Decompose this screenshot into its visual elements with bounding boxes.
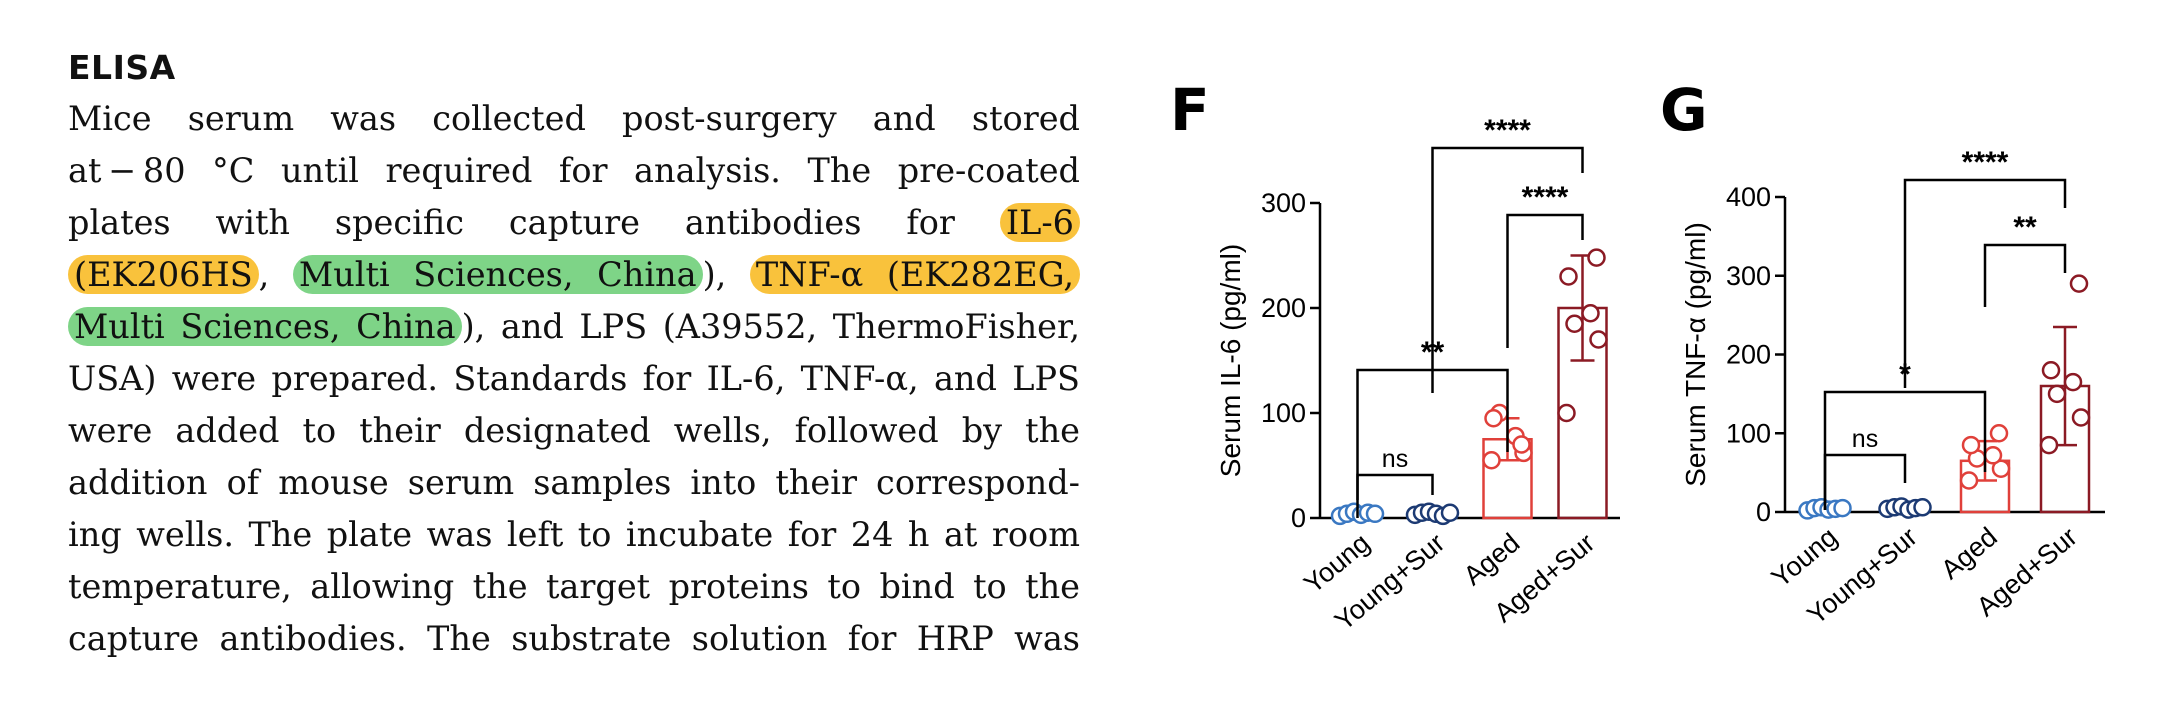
paragraph-line: capture antibodies. The substrate soluti…: [68, 613, 1080, 665]
text-segment: at − 80 °C until required for analysis. …: [68, 151, 1080, 190]
text-segment: temperature, allowing the target protein…: [68, 567, 1080, 606]
paragraph-line: temperature, allowing the target protein…: [68, 561, 1080, 613]
data-point: [1557, 403, 1576, 423]
text-segment: plates with specific capture antibodies …: [68, 203, 1000, 242]
highlight-green: Multi Sciences, China: [292, 255, 703, 294]
y-axis-label: Serum TNF-α (pg/ml): [1680, 222, 1711, 487]
data-point: [1440, 503, 1460, 522]
y-tick-label: 300: [1726, 261, 1771, 291]
significance-bracket: [1356, 473, 1434, 500]
data-point: [2069, 274, 2089, 293]
significance-bracket: [1431, 146, 1584, 393]
data-point: [2047, 384, 2067, 404]
text-segment: ing wells. The plate was left to incubat…: [68, 515, 1080, 554]
data-point: [2039, 435, 2059, 455]
data-point: [1484, 409, 1503, 428]
data-point: [1565, 314, 1584, 333]
highlight-yellow: IL-6: [999, 203, 1080, 242]
significance-label: ns: [1382, 445, 1408, 473]
text-segment: addition of mouse serum samples into the…: [68, 463, 1080, 502]
y-tick-label: 300: [1261, 188, 1306, 218]
text-segment: capture antibodies. The substrate soluti…: [68, 619, 1080, 658]
panel-letter: G: [1660, 76, 1708, 144]
y-tick-label: 100: [1261, 398, 1306, 428]
data-point: [1512, 435, 1531, 454]
text-segment: USA) were prepared. Standards for IL-6, …: [68, 359, 1080, 398]
panel-letter: F: [1170, 76, 1210, 144]
significance-label: ****: [1962, 146, 2009, 179]
data-point: [1833, 498, 1852, 518]
paragraph-line: (EK206HS, Multi Sciences, China), TNF-α …: [68, 249, 1080, 301]
paragraph-line: addition of mouse serum samples into the…: [68, 457, 1080, 509]
paragraph-line: Multi Sciences, China), and LPS (A39552,…: [68, 301, 1080, 353]
paragraph-line: Mice serum was collected post-surgery an…: [68, 93, 1080, 145]
data-point: [1961, 435, 1981, 455]
significance-bracket: [1506, 213, 1584, 348]
data-point: [1983, 446, 2003, 465]
text-segment: were added to their designated wells, fo…: [68, 411, 1080, 450]
significance-label: **: [2013, 211, 2037, 244]
highlight-green: Multi Sciences, China: [68, 307, 462, 346]
data-point: [1959, 471, 1979, 490]
y-tick-label: 0: [1756, 497, 1771, 527]
text-segment: Mice serum was collected post-surgery an…: [68, 99, 1080, 138]
y-tick-label: 400: [1726, 182, 1771, 212]
data-point: [2041, 361, 2061, 380]
paragraph-line: at − 80 °C until required for analysis. …: [68, 145, 1080, 197]
significance-bracket: [1823, 390, 1987, 510]
chart-panel-f: F 0 100 200 300 Serum IL-6 (pg/ml) Young Young+…: [1160, 76, 1640, 645]
data-point: [2063, 372, 2083, 392]
data-point: [1482, 451, 1501, 470]
significance-label: ****: [1522, 181, 1569, 214]
y-tick-label: 100: [1726, 418, 1771, 448]
data-point: [1913, 498, 1932, 517]
y-axis-label: Serum IL-6 (pg/ml): [1215, 244, 1246, 477]
data-point: [1991, 459, 2011, 478]
data-point: [2071, 408, 2091, 427]
x-tick-label: Aged: [1935, 522, 2003, 586]
paragraph-line: were added to their designated wells, fo…: [68, 405, 1080, 457]
significance-label: ****: [1484, 114, 1531, 147]
data-point: [1587, 248, 1606, 267]
highlight-yellow: TNF-α (EK282EG,: [749, 255, 1080, 294]
paragraph-line: plates with specific capture antibodies …: [68, 197, 1080, 249]
data-point: [1581, 304, 1600, 323]
data-point: [1989, 424, 2009, 443]
highlight-yellow: (EK206HS: [68, 255, 259, 294]
paragraph-line: ing wells. The plate was left to incubat…: [68, 509, 1080, 561]
data-point: [1559, 267, 1578, 286]
chart-panel-g: G 0 100 200 300 400 Serum TNF-α (pg/ml) Young Yo…: [1650, 76, 2150, 645]
paragraph-line: USA) were prepared. Standards for IL-6, …: [68, 353, 1080, 405]
methods-text-column: ELISA Mice serum was collected post-surg…: [68, 48, 1080, 665]
methods-paragraph: Mice serum was collected post-surgery an…: [68, 93, 1080, 665]
significance-label: ns: [1852, 425, 1878, 453]
section-heading: ELISA: [68, 48, 176, 87]
text-segment: ),: [702, 255, 750, 294]
y-tick-label: 200: [1261, 293, 1306, 323]
significance-bracket: [1903, 178, 2067, 388]
data-point: [1365, 504, 1385, 524]
data-point: [1589, 330, 1608, 349]
text-segment: ), and LPS (A39552, ThermoFisher,: [461, 307, 1080, 346]
text-segment: ,: [258, 255, 293, 294]
significance-bracket: [1983, 243, 2067, 307]
y-tick-label: 200: [1726, 340, 1771, 370]
y-tick-label: 0: [1291, 503, 1306, 533]
